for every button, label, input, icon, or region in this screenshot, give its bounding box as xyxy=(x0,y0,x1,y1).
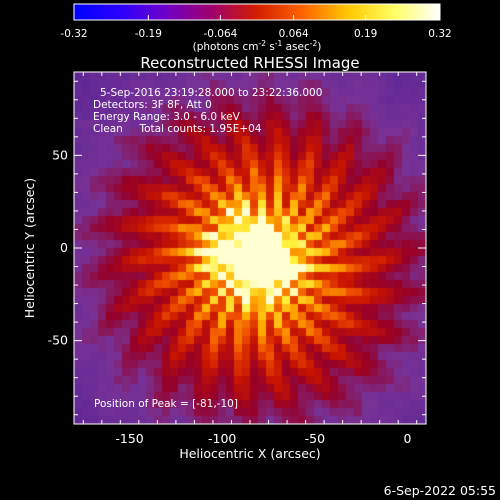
colorbar-ticks: -0.32 -0.19 -0.064 0.064 0.19 0.32 xyxy=(60,15,452,40)
x-tick-label: -100 xyxy=(208,431,236,446)
colorbar-tick-label: -0.064 xyxy=(203,28,237,40)
info-energy-range: Energy Range: 3.0 - 6.0 keV xyxy=(93,111,241,123)
observation-info: 5-Sep-2016 23:19:28.000 to 23:22:36.000 … xyxy=(93,87,322,135)
colorbar-bar xyxy=(73,3,441,21)
x-tick-label: -50 xyxy=(305,431,325,446)
y-axis-ticks: 50 0 -50 xyxy=(48,80,426,416)
x-tick-label: -150 xyxy=(115,431,143,446)
info-counts: Clean Total counts: 1.95E+04 xyxy=(93,123,262,135)
colorbar-tick-label: 0.32 xyxy=(428,28,451,40)
peak-position: Position of Peak = [-81,-10] xyxy=(94,398,238,410)
x-axis-ticks: -150 -100 -50 0 xyxy=(82,72,418,446)
x-axis-label: Heliocentric X (arcsec) xyxy=(179,446,320,461)
plot-title: Reconstructed RHESSI Image xyxy=(140,54,359,72)
timestamp: 6-Sep-2022 05:55 xyxy=(384,483,496,498)
y-tick-label: 0 xyxy=(60,240,68,255)
colorbar-tick-label: 0.064 xyxy=(279,28,309,40)
colorbar: -0.32 -0.19 -0.064 0.064 0.19 0.32 (photons c… xyxy=(60,3,452,53)
colorbar-tick-label: -0.19 xyxy=(135,28,162,40)
y-tick-label: -50 xyxy=(48,333,68,348)
y-axis-label: Heliocentric Y (arcsec) xyxy=(22,178,37,318)
x-tick-label: 0 xyxy=(403,431,411,446)
info-time-range: 5-Sep-2016 23:19:28.000 to 23:22:36.000 xyxy=(100,87,322,99)
colorbar-tick-label: -0.32 xyxy=(60,28,87,40)
info-detectors: Detectors: 3F 8F, Att 0 xyxy=(93,99,212,111)
rhessi-image xyxy=(74,72,426,424)
colorbar-unit-label: (photons cm-2 s-1 asec-2) xyxy=(193,39,322,53)
colorbar-tick-label: 0.19 xyxy=(354,28,377,40)
y-tick-label: 50 xyxy=(52,147,68,162)
